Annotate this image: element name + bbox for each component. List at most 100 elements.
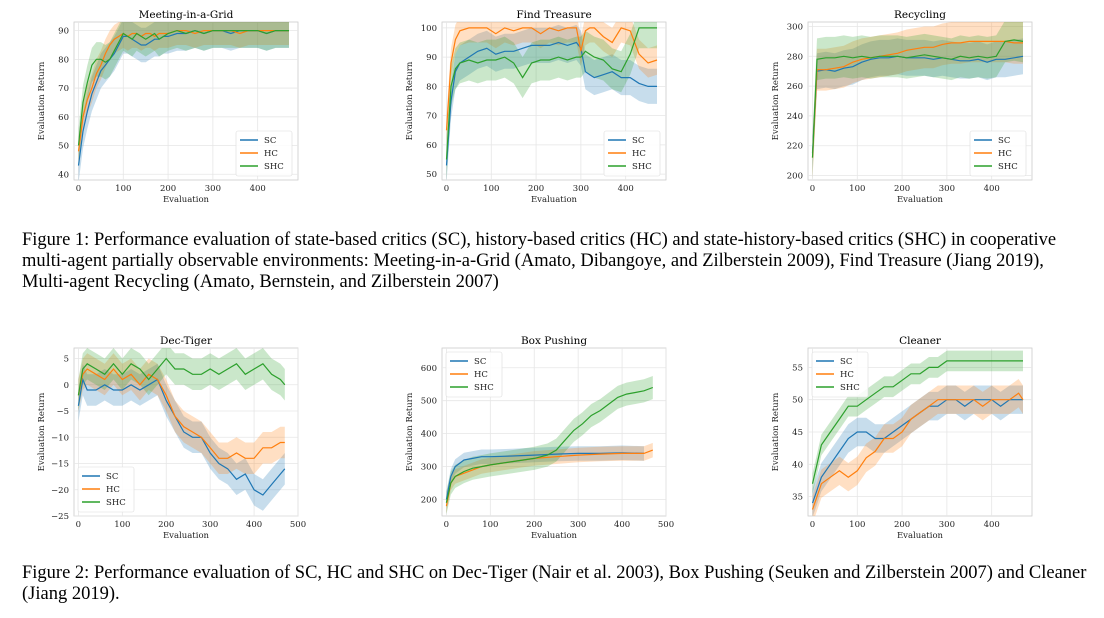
chart-svg: 0 100 200 300 400 40 50 60 70 80 90 Meeting-in-a-Gr… <box>37 9 299 205</box>
legend-label-sc: SC <box>106 472 118 482</box>
x-tick-label: 400 <box>250 184 266 194</box>
series-line-shc <box>445 386 654 503</box>
y-tick-label: 55 <box>792 363 803 373</box>
legend-label-hc: HC <box>106 485 120 495</box>
x-axis-label: Evaluation <box>897 195 944 205</box>
x-tick-label: 0 <box>444 184 449 194</box>
series-line-sc <box>77 377 286 496</box>
legend-label-hc: HC <box>998 149 1012 159</box>
y-tick-label: 5 <box>64 355 69 365</box>
y-tick-label: 280 <box>787 52 803 62</box>
series-band-hc <box>78 353 285 474</box>
x-tick-label: 0 <box>810 184 815 194</box>
x-tick-label: 0 <box>810 520 815 530</box>
series-band-sc <box>446 445 644 507</box>
legend-box <box>811 351 869 398</box>
chart-svg: 0 100 200 300 400 500 −25 −20 −15 −10 −5 0 5 Dec-Tige… <box>37 335 306 541</box>
y-axis-label: Evaluation Return <box>771 61 781 140</box>
y-tick-label: −5 <box>56 407 69 417</box>
series-line-shc <box>77 357 286 396</box>
series-band-sc <box>78 22 289 180</box>
chart-svg: 0 100 200 300 400 50 60 70 80 90 100 Find Treasure E… <box>405 9 667 205</box>
y-tick-label: 220 <box>787 142 803 152</box>
x-tick-label: 500 <box>290 520 306 530</box>
series-group <box>77 348 286 511</box>
chart-title: Box Pushing <box>521 335 587 347</box>
x-tick-label: 100 <box>482 520 498 530</box>
legend-label-shc: SHC <box>474 383 494 393</box>
x-axis-label: Evaluation <box>897 531 944 541</box>
series-line-hc <box>77 30 289 152</box>
series-line-shc <box>77 29 289 146</box>
y-tick-label: 300 <box>787 22 803 32</box>
series-band-hc <box>446 22 657 145</box>
x-axis-label: Evaluation <box>531 531 578 541</box>
series-band-hc <box>446 442 653 514</box>
chart-title: Find Treasure <box>516 9 591 21</box>
y-axis-label: Evaluation Return <box>37 61 47 140</box>
y-tick-label: 70 <box>58 84 69 94</box>
x-tick-label: 300 <box>573 184 589 194</box>
legend-box <box>969 130 1027 177</box>
x-tick-label: 100 <box>483 184 499 194</box>
series-group <box>445 376 654 515</box>
legend-label-shc: SHC <box>264 162 284 172</box>
legend-label-shc: SHC <box>998 162 1018 172</box>
y-tick-label: 200 <box>421 496 437 506</box>
chart-title: Dec-Tiger <box>160 335 213 347</box>
chart-box-pushing: 0 100 200 300 400 500 200 300 400 500 600 Box Pushi… <box>394 334 694 541</box>
x-tick-label: 200 <box>160 184 176 194</box>
x-tick-label: 100 <box>849 184 865 194</box>
x-axis-label: Evaluation <box>163 531 210 541</box>
y-tick-label: 90 <box>58 27 69 37</box>
series-line-sc <box>445 41 657 166</box>
series-band-shc <box>446 376 653 515</box>
chart-cleaner: 0 100 200 300 400 35 40 45 50 55 Cleaner Evaluation… <box>760 334 1060 541</box>
x-tick-label: 500 <box>658 520 674 530</box>
chart-title: Recycling <box>894 9 946 21</box>
legend-box <box>235 130 293 177</box>
series-line-sc <box>811 55 1024 154</box>
y-tick-label: 70 <box>426 112 437 122</box>
y-tick-label: 90 <box>426 53 437 63</box>
series-band-sc <box>812 38 1023 172</box>
y-tick-label: 50 <box>426 170 437 180</box>
chart-title: Cleaner <box>899 335 942 347</box>
y-tick-label: 200 <box>787 172 803 182</box>
y-tick-label: 80 <box>58 55 69 65</box>
chart-find-treasure: 0 100 200 300 400 50 60 70 80 90 100 Find Treasure E… <box>394 8 694 208</box>
chart-svg: 0 100 200 300 400 200 220 240 260 280 300 Recycling… <box>771 9 1033 205</box>
figure-1-caption: Figure 1: Performance evaluation of stat… <box>22 230 1057 292</box>
x-tick-label: 0 <box>444 520 449 530</box>
series-line-shc <box>811 39 1024 158</box>
series-band-sc <box>446 24 657 180</box>
chart-meeting-in-a-grid: 0 100 200 300 400 40 50 60 70 80 90 Meeting-in-a-Gr… <box>26 8 326 208</box>
legend-label-shc: SHC <box>840 383 860 393</box>
x-axis-label: Evaluation <box>531 195 578 205</box>
x-tick-label: 400 <box>984 184 1000 194</box>
y-tick-label: 600 <box>421 364 437 374</box>
y-tick-label: 300 <box>421 463 437 473</box>
series-band-shc <box>812 350 1023 494</box>
y-tick-label: −10 <box>51 433 69 443</box>
x-tick-label: 200 <box>158 520 174 530</box>
legend-label-sc: SC <box>632 136 644 146</box>
legend-box <box>445 351 503 398</box>
x-tick-label: 200 <box>528 184 544 194</box>
x-tick-label: 400 <box>984 520 1000 530</box>
chart-svg: 0 100 200 300 400 35 40 45 50 55 Cleaner Evaluation… <box>771 335 1033 541</box>
y-tick-label: 60 <box>426 141 437 151</box>
series-group <box>811 350 1024 516</box>
y-tick-label: −15 <box>51 460 69 470</box>
y-tick-label: −20 <box>51 486 69 496</box>
x-tick-label: 200 <box>894 184 910 194</box>
legend-label-hc: HC <box>632 149 646 159</box>
y-tick-label: 240 <box>787 112 803 122</box>
x-tick-label: 100 <box>114 520 130 530</box>
figure-2-caption: Figure 2: Performance evaluation of SC, … <box>22 563 1087 604</box>
y-axis-label: Evaluation Return <box>405 392 415 471</box>
series-group <box>811 22 1024 179</box>
legend-label-sc: SC <box>998 136 1010 146</box>
chart-svg: 0 100 200 300 400 500 200 300 400 500 600 Box Pushi… <box>405 335 674 541</box>
legend-label-hc: HC <box>474 370 488 380</box>
